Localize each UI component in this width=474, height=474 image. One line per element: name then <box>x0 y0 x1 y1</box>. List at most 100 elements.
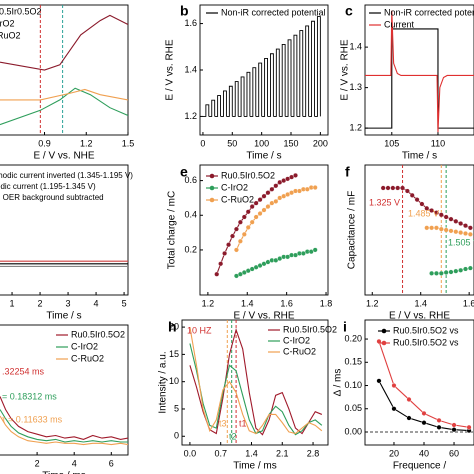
pulse <box>308 20 315 117</box>
legend-label: Ru0.5Ir0.5O2 <box>283 324 337 334</box>
pulse <box>249 67 257 117</box>
legend-label: Ru0.5Ir0.5O2 <box>221 170 275 180</box>
y-tick-label: 10 <box>169 376 179 386</box>
x-tick-label: 2 <box>35 458 40 468</box>
legend-label: Non-iR corrected potential <box>221 7 326 17</box>
plot-area <box>189 320 323 445</box>
series-line <box>0 88 128 101</box>
data-point <box>261 193 267 199</box>
data-point <box>390 185 396 191</box>
annotation: = 0.18312 ms <box>2 391 57 401</box>
panel-label: b <box>180 3 189 19</box>
legend-marker <box>381 328 387 334</box>
data-point <box>269 186 275 192</box>
pulse <box>314 16 321 117</box>
data-point <box>453 229 459 235</box>
data-point <box>391 406 397 412</box>
panel-label: c <box>345 3 353 19</box>
y-tick-label: 1.4 <box>184 64 197 74</box>
plot-area <box>365 338 474 434</box>
legend-marker <box>209 197 215 203</box>
legend-label: Non-iR corrected potential <box>384 7 474 17</box>
panel: 2 4 6 Time / ms Ru0.5Ir0.5O2 C-IrO2 C-RuO2 .322… <box>0 324 129 474</box>
data-point <box>436 424 442 430</box>
x-tick-label: 1.5 <box>122 138 135 148</box>
series-line <box>0 87 128 126</box>
x-tick-label: 2.8 <box>307 448 320 458</box>
panel: 0 50 100 150 200 1.2 1.4 1.6 Time / s E / V vs. R… <box>165 3 329 162</box>
x-tick-label: 40 <box>419 448 429 458</box>
panel-label: i <box>343 319 347 335</box>
data-point <box>406 396 412 402</box>
data-point <box>241 214 247 220</box>
pulse <box>202 104 210 117</box>
panel: 0.0 0.7 1.4 2.1 2.8 0 5 10 15 20 Time / ms Intensit… <box>158 319 337 472</box>
data-point <box>249 219 255 225</box>
x-tick-label: 110 <box>431 138 445 148</box>
data-point <box>237 238 243 244</box>
legend-marker <box>209 185 215 191</box>
data-point <box>438 270 444 276</box>
y-axis-label: Capacitance / mF <box>347 191 358 269</box>
data-point <box>249 204 255 210</box>
data-point <box>467 265 473 271</box>
x-tick-label: 1.8 <box>320 298 333 308</box>
data-point <box>233 226 239 232</box>
pulse <box>214 95 221 117</box>
x-tick-label: 4 <box>94 298 99 308</box>
data-point <box>226 242 232 248</box>
panel-label: h <box>168 319 177 335</box>
y-tick-label: 5 <box>174 403 179 413</box>
x-tick-label: 5 <box>122 298 127 308</box>
y-tick-label: 0.6 <box>184 175 197 185</box>
data-point <box>395 185 401 191</box>
data-point <box>467 225 473 231</box>
pulse <box>302 25 310 117</box>
y-tick-label: 1.6 <box>184 18 197 28</box>
legend-label: Ru0.5Ir0.5O2 vs <box>393 337 459 347</box>
data-point <box>380 185 386 191</box>
data-point <box>438 212 444 218</box>
data-point <box>453 218 459 224</box>
data-point <box>421 420 427 426</box>
y-tick-label: 0.15 <box>344 357 362 367</box>
legend-label: C-RuO2 <box>283 346 316 356</box>
data-point <box>458 220 464 226</box>
data-point <box>458 230 464 236</box>
data-point <box>443 227 449 233</box>
pulse <box>261 57 268 117</box>
data-point <box>443 269 449 275</box>
data-point <box>406 415 412 421</box>
plot-frame <box>181 319 329 446</box>
x-tick-label: 1.2 <box>202 298 215 308</box>
x-tick-label: 2 <box>38 298 43 308</box>
data-point <box>257 211 263 217</box>
x-tick-label: 1.6 <box>463 298 474 308</box>
panel-label: f <box>345 164 350 180</box>
annotation: t2 <box>229 431 237 441</box>
y-tick-label: 20 <box>169 321 179 331</box>
plot-area <box>365 10 474 133</box>
data-point <box>451 427 457 433</box>
data-point <box>245 224 251 230</box>
legend-label: C-IrO2 <box>283 335 310 345</box>
y-tick-label: 0 <box>174 431 179 441</box>
data-point <box>414 197 420 203</box>
data-point <box>237 219 243 225</box>
legend-label: Ru0.5Ir0.5O2 <box>71 329 125 339</box>
series-line <box>189 327 323 435</box>
x-axis-label: Time / ms <box>233 461 277 472</box>
y-tick-label: 0.00 <box>344 426 362 436</box>
series-line <box>0 415 128 446</box>
x-tick-label: 1.4 <box>414 298 427 308</box>
x-tick-label: 1.2 <box>80 138 93 148</box>
y-tick-label: 0.20 <box>344 333 362 343</box>
data-point <box>233 247 239 253</box>
legend-label: -IrO2 <box>0 18 15 28</box>
data-point <box>312 185 318 191</box>
x-axis-label: Time / s <box>46 311 81 322</box>
panel: 1.2 1.4 1.6 E / V vs. RHE Capacitance / mF f 1… <box>345 164 474 322</box>
pulse <box>296 30 304 117</box>
annotation: 1.505 V <box>448 237 474 247</box>
